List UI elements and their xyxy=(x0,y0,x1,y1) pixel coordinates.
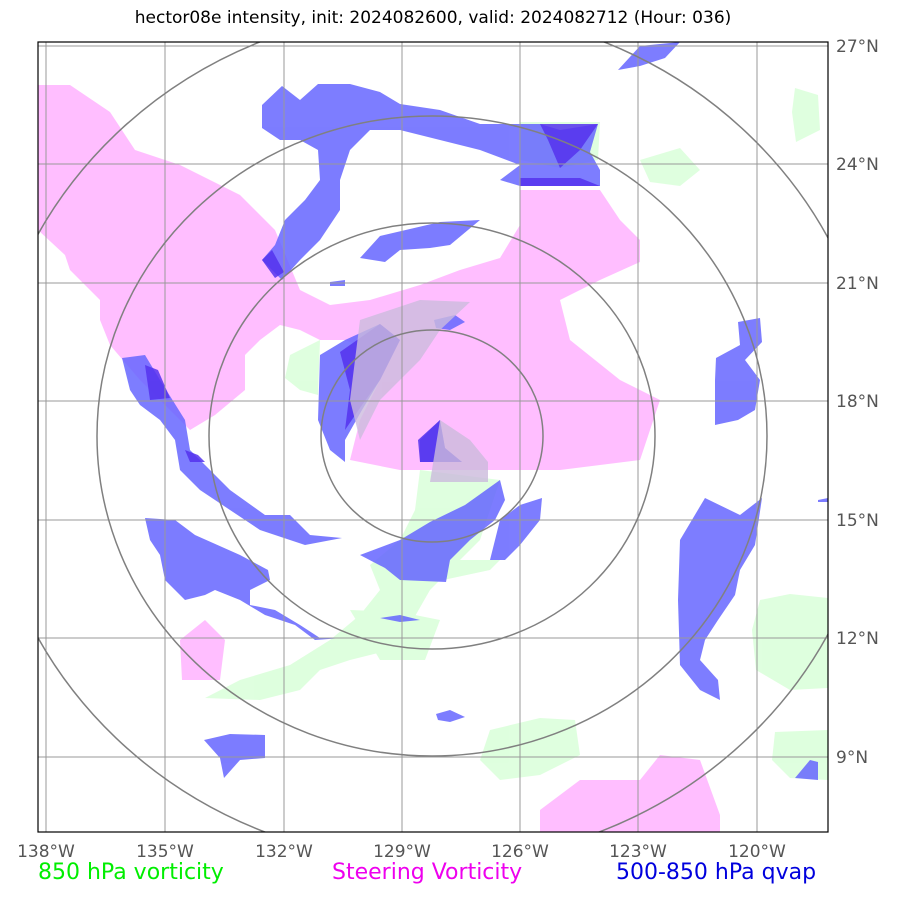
vorticity-overlap xyxy=(350,300,488,482)
graticule xyxy=(38,42,828,832)
lon-tick-label: 129°W xyxy=(373,842,431,862)
legend-850-vorticity: 850 hPa vorticity xyxy=(38,860,224,885)
lon-tick-label: 138°W xyxy=(17,842,75,862)
lat-tick-label: 24°N xyxy=(836,155,879,175)
legend-steering-vorticity: Steering Vorticity xyxy=(332,860,523,885)
lat-tick-labels: 27°N 24°N 21°N 18°N 15°N 12°N 9°N xyxy=(836,37,879,768)
lon-tick-labels: 138°W 135°W 132°W 129°W 126°W 123°W 120°… xyxy=(17,842,786,862)
lon-tick-label: 135°W xyxy=(136,842,194,862)
lat-tick-label: 21°N xyxy=(836,274,879,294)
lon-tick-label: 126°W xyxy=(491,842,549,862)
lat-tick-label: 9°N xyxy=(836,748,868,768)
lon-tick-label: 123°W xyxy=(609,842,667,862)
range-rings xyxy=(38,42,828,832)
lat-tick-label: 18°N xyxy=(836,392,879,412)
lon-tick-label: 132°W xyxy=(255,842,313,862)
lat-tick-label: 15°N xyxy=(836,511,879,531)
steering-vorticity-fill xyxy=(38,85,720,832)
lon-tick-label: 120°W xyxy=(728,842,786,862)
lat-tick-label: 27°N xyxy=(836,37,879,57)
legend-qvap: 500-850 hPa qvap xyxy=(616,860,817,885)
map-frame xyxy=(37,41,829,833)
lat-tick-label: 12°N xyxy=(836,629,879,649)
plot-title: hector08e intensity, init: 2024082600, v… xyxy=(134,8,732,28)
